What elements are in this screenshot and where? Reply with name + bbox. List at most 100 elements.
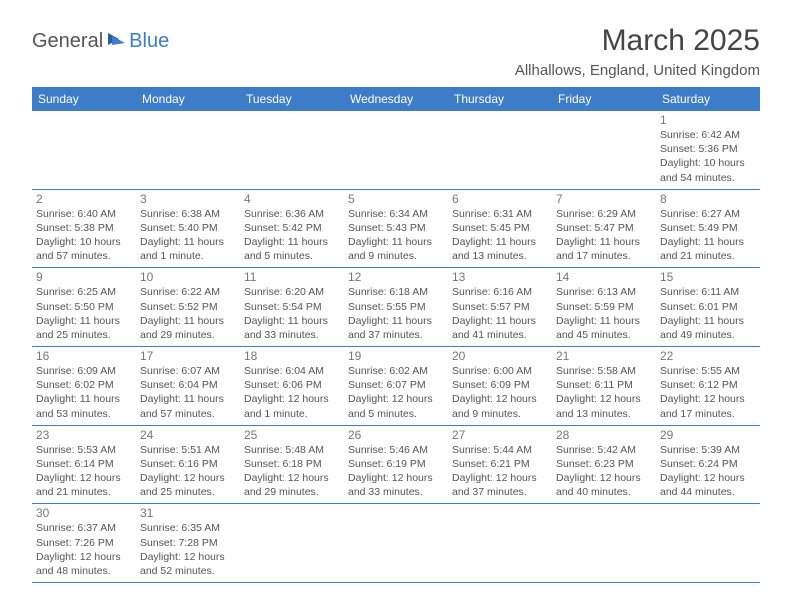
calendar-page: General Blue March 2025 Allhallows, Engl… [0, 0, 792, 607]
calendar-empty-cell [448, 111, 552, 189]
calendar-day-cell: 28Sunrise: 5:42 AMSunset: 6:23 PMDayligh… [552, 425, 656, 504]
sunrise-line: Sunrise: 5:51 AM [140, 443, 236, 457]
daylight-line: and 21 minutes. [36, 485, 132, 499]
daylight-line: and 52 minutes. [140, 564, 236, 578]
weekday-header: Wednesday [344, 87, 448, 111]
sunset-line: Sunset: 5:40 PM [140, 221, 236, 235]
sunset-line: Sunset: 6:21 PM [452, 457, 548, 471]
sunset-line: Sunset: 5:36 PM [660, 142, 756, 156]
day-number: 25 [244, 428, 340, 442]
day-number: 4 [244, 192, 340, 206]
day-number: 17 [140, 349, 236, 363]
sunrise-line: Sunrise: 6:25 AM [36, 285, 132, 299]
calendar-day-cell: 26Sunrise: 5:46 AMSunset: 6:19 PMDayligh… [344, 425, 448, 504]
calendar-day-cell: 23Sunrise: 5:53 AMSunset: 6:14 PMDayligh… [32, 425, 136, 504]
calendar-day-cell: 4Sunrise: 6:36 AMSunset: 5:42 PMDaylight… [240, 189, 344, 268]
calendar-day-cell: 16Sunrise: 6:09 AMSunset: 6:02 PMDayligh… [32, 347, 136, 426]
calendar-empty-cell [32, 111, 136, 189]
sunrise-line: Sunrise: 6:38 AM [140, 207, 236, 221]
calendar-week-row: 30Sunrise: 6:37 AMSunset: 7:26 PMDayligh… [32, 504, 760, 583]
daylight-line: and 37 minutes. [348, 328, 444, 342]
header: General Blue March 2025 Allhallows, Engl… [32, 24, 760, 79]
sunset-line: Sunset: 5:45 PM [452, 221, 548, 235]
day-number: 13 [452, 270, 548, 284]
calendar-empty-cell [240, 111, 344, 189]
daylight-line: and 33 minutes. [348, 485, 444, 499]
sunset-line: Sunset: 6:06 PM [244, 378, 340, 392]
weekday-header: Tuesday [240, 87, 344, 111]
daylight-line: Daylight: 11 hours [140, 235, 236, 249]
month-title: March 2025 [515, 24, 760, 58]
day-number: 7 [556, 192, 652, 206]
calendar-day-cell: 1Sunrise: 6:42 AMSunset: 5:36 PMDaylight… [656, 111, 760, 189]
calendar-week-row: 23Sunrise: 5:53 AMSunset: 6:14 PMDayligh… [32, 425, 760, 504]
daylight-line: Daylight: 11 hours [556, 314, 652, 328]
sunset-line: Sunset: 6:16 PM [140, 457, 236, 471]
sunset-line: Sunset: 6:23 PM [556, 457, 652, 471]
day-number: 3 [140, 192, 236, 206]
logo: General Blue [32, 24, 169, 53]
sunset-line: Sunset: 7:28 PM [140, 536, 236, 550]
calendar-empty-cell [344, 504, 448, 583]
daylight-line: and 57 minutes. [140, 407, 236, 421]
daylight-line: Daylight: 12 hours [660, 392, 756, 406]
sunrise-line: Sunrise: 6:11 AM [660, 285, 756, 299]
day-number: 24 [140, 428, 236, 442]
calendar-day-cell: 27Sunrise: 5:44 AMSunset: 6:21 PMDayligh… [448, 425, 552, 504]
daylight-line: Daylight: 12 hours [348, 392, 444, 406]
sunset-line: Sunset: 6:24 PM [660, 457, 756, 471]
calendar-body: 1Sunrise: 6:42 AMSunset: 5:36 PMDaylight… [32, 111, 760, 583]
calendar-day-cell: 22Sunrise: 5:55 AMSunset: 6:12 PMDayligh… [656, 347, 760, 426]
sunrise-line: Sunrise: 6:00 AM [452, 364, 548, 378]
sunrise-line: Sunrise: 5:44 AM [452, 443, 548, 457]
daylight-line: Daylight: 12 hours [556, 392, 652, 406]
weekday-header: Thursday [448, 87, 552, 111]
sunset-line: Sunset: 6:12 PM [660, 378, 756, 392]
sunrise-line: Sunrise: 6:18 AM [348, 285, 444, 299]
calendar-day-cell: 17Sunrise: 6:07 AMSunset: 6:04 PMDayligh… [136, 347, 240, 426]
daylight-line: Daylight: 12 hours [244, 471, 340, 485]
day-number: 10 [140, 270, 236, 284]
daylight-line: Daylight: 11 hours [348, 314, 444, 328]
calendar-day-cell: 5Sunrise: 6:34 AMSunset: 5:43 PMDaylight… [344, 189, 448, 268]
daylight-line: Daylight: 12 hours [140, 471, 236, 485]
daylight-line: and 13 minutes. [452, 249, 548, 263]
sunset-line: Sunset: 6:09 PM [452, 378, 548, 392]
sunset-line: Sunset: 5:59 PM [556, 300, 652, 314]
daylight-line: and 21 minutes. [660, 249, 756, 263]
sunset-line: Sunset: 5:42 PM [244, 221, 340, 235]
sunset-line: Sunset: 5:38 PM [36, 221, 132, 235]
daylight-line: Daylight: 11 hours [556, 235, 652, 249]
day-number: 21 [556, 349, 652, 363]
sunset-line: Sunset: 6:02 PM [36, 378, 132, 392]
sunset-line: Sunset: 6:11 PM [556, 378, 652, 392]
daylight-line: Daylight: 11 hours [660, 314, 756, 328]
day-number: 28 [556, 428, 652, 442]
calendar-day-cell: 13Sunrise: 6:16 AMSunset: 5:57 PMDayligh… [448, 268, 552, 347]
sunrise-line: Sunrise: 5:48 AM [244, 443, 340, 457]
sunset-line: Sunset: 6:18 PM [244, 457, 340, 471]
sunset-line: Sunset: 7:26 PM [36, 536, 132, 550]
weekday-header: Monday [136, 87, 240, 111]
daylight-line: Daylight: 11 hours [244, 235, 340, 249]
day-number: 14 [556, 270, 652, 284]
sunrise-line: Sunrise: 6:22 AM [140, 285, 236, 299]
daylight-line: Daylight: 11 hours [660, 235, 756, 249]
day-number: 30 [36, 506, 132, 520]
calendar-day-cell: 11Sunrise: 6:20 AMSunset: 5:54 PMDayligh… [240, 268, 344, 347]
daylight-line: Daylight: 11 hours [244, 314, 340, 328]
sunrise-line: Sunrise: 6:09 AM [36, 364, 132, 378]
sunrise-line: Sunrise: 6:34 AM [348, 207, 444, 221]
calendar-week-row: 9Sunrise: 6:25 AMSunset: 5:50 PMDaylight… [32, 268, 760, 347]
daylight-line: and 17 minutes. [556, 249, 652, 263]
daylight-line: Daylight: 12 hours [348, 471, 444, 485]
daylight-line: and 5 minutes. [244, 249, 340, 263]
daylight-line: Daylight: 11 hours [36, 392, 132, 406]
daylight-line: and 1 minute. [244, 407, 340, 421]
daylight-line: and 1 minute. [140, 249, 236, 263]
sunrise-line: Sunrise: 6:37 AM [36, 521, 132, 535]
calendar-empty-cell [656, 504, 760, 583]
daylight-line: Daylight: 11 hours [348, 235, 444, 249]
daylight-line: and 33 minutes. [244, 328, 340, 342]
daylight-line: Daylight: 11 hours [140, 314, 236, 328]
